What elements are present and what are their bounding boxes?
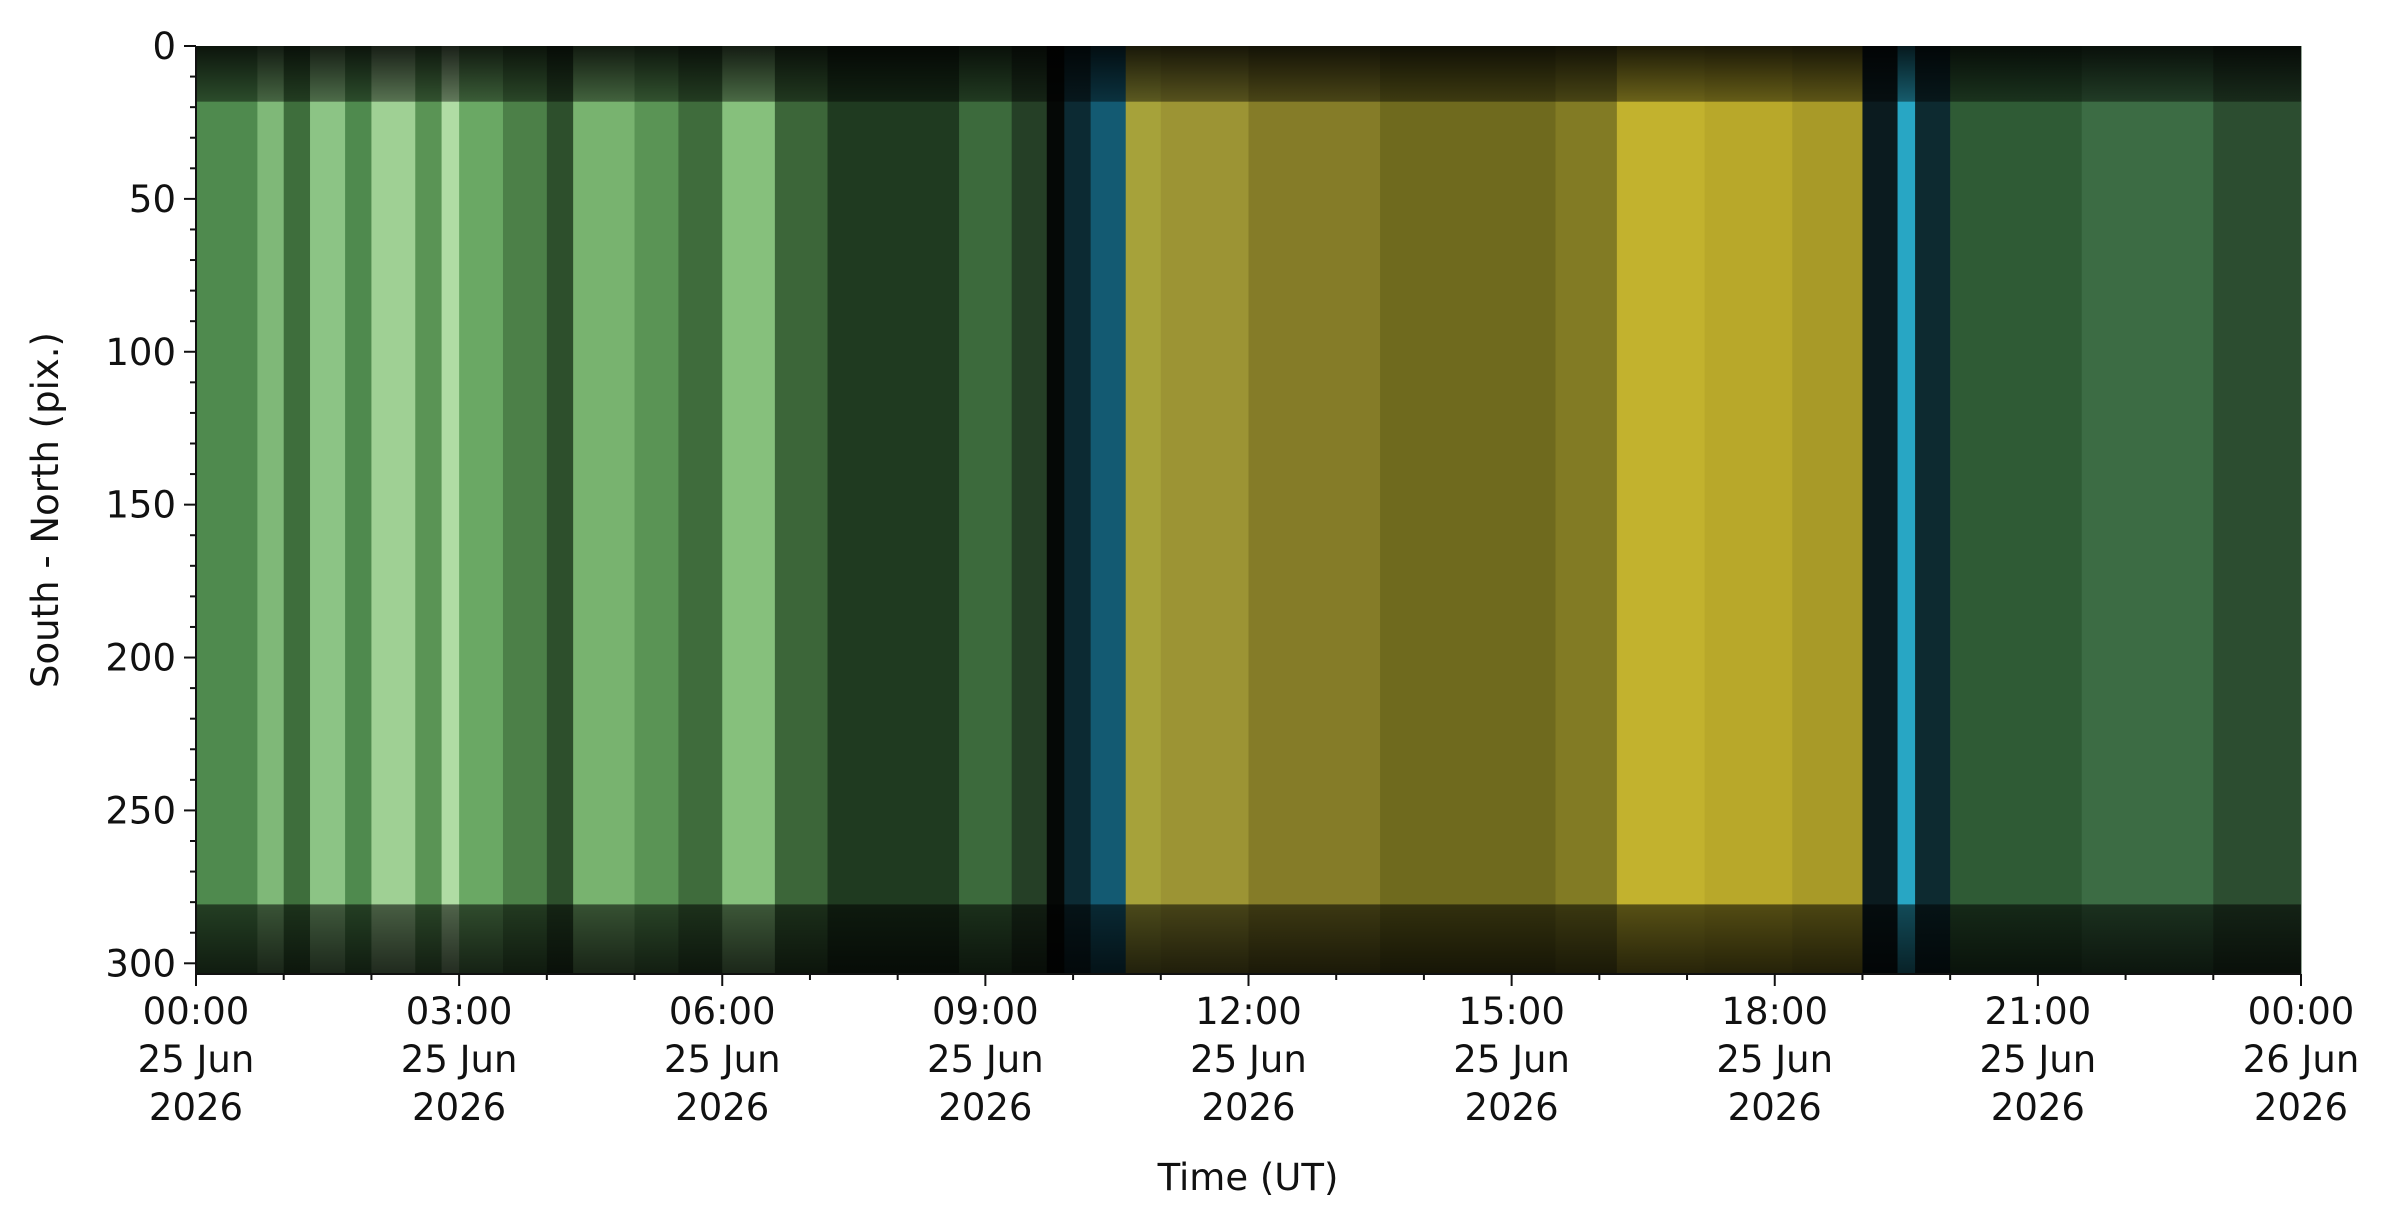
keogram-column [502,46,548,974]
y-tick-label: 50 [129,178,176,221]
keogram-column [546,46,574,974]
keogram-column [371,46,416,974]
x-tick-label-line: 25 Jun [401,1038,518,1081]
keogram-column [1380,46,1556,974]
keogram-column [1792,46,1863,974]
x-axis-label: Time (UT) [1157,1156,1339,1199]
keogram-column [1160,46,1249,974]
x-tick-label-line: 2026 [1465,1086,1559,1129]
y-tick-label: 200 [105,637,176,680]
x-tick-label-line: 25 Jun [1716,1038,1833,1081]
x-tick-label-line: 15:00 [1458,990,1565,1033]
x-tick-label-line: 25 Jun [664,1038,781,1081]
x-tick-label-line: 2026 [1991,1086,2085,1129]
x-tick-label-line: 2026 [1201,1086,1295,1129]
x-tick-label-line: 2026 [1728,1086,1822,1129]
x-tick-label: 09:00 25 Jun 2026 [927,990,1044,1129]
keogram-column [415,46,443,974]
x-tick-label: 00:00 25 Jun 2026 [138,990,255,1129]
x-tick-label-line: 26 Jun [2243,1038,2360,1081]
keogram-column [459,46,504,974]
keogram-column [441,46,460,974]
x-tick-label-line: 2026 [2254,1086,2348,1129]
keogram-column [1915,46,1951,974]
y-tick-label: 0 [152,25,176,68]
keogram-column [1950,46,2083,974]
keogram-column [722,46,776,974]
keogram-column [283,46,311,974]
keogram-column [1046,46,1065,974]
keogram-column [345,46,372,974]
x-tick-label: 03:00 25 Jun 2026 [401,990,518,1129]
x-tick-label-line: 09:00 [932,990,1039,1033]
x-tick-label-line: 25 Jun [1453,1038,1570,1081]
keogram-column [1555,46,1618,974]
x-tick-label-line: 25 Jun [927,1038,1044,1081]
y-tick-label: 300 [105,942,176,985]
x-tick-label: 00:00 26 Jun 2026 [2243,990,2360,1129]
keogram-column [196,46,258,974]
y-tick-label: 250 [105,789,176,832]
y-tick-label: 100 [105,331,176,374]
top-shade [196,46,2301,102]
x-tick-label: 18:00 25 Jun 2026 [1716,990,1833,1129]
x-tick-label: 21:00 25 Jun 2026 [1980,990,2097,1129]
keogram-column [257,46,285,974]
keogram-column [2081,46,2214,974]
x-tick-label-line: 25 Jun [1980,1038,2097,1081]
x-tick-label-line: 25 Jun [138,1038,255,1081]
keogram-column [827,46,960,974]
keogram-column [634,46,679,974]
x-tick-label-line: 03:00 [406,990,513,1033]
x-tick-label-line: 2026 [412,1086,506,1129]
keogram-column [678,46,723,974]
keogram-image [196,46,2302,974]
x-tick-label-line: 06:00 [669,990,776,1033]
keogram-column [774,46,828,974]
y-tick-label: 150 [105,484,176,527]
keogram-column [1011,46,1048,974]
keogram-column [959,46,1013,974]
x-tick-label: 15:00 25 Jun 2026 [1453,990,1570,1129]
x-tick-label-line: 00:00 [2248,990,2355,1033]
keogram-column [310,46,346,974]
keogram-column [1090,46,1127,974]
keogram-column [1064,46,1092,974]
bottom-shade [196,904,2301,974]
shading [196,46,2301,974]
keogram-column [1248,46,1381,974]
x-tick-label-line: 21:00 [1985,990,2092,1033]
keogram-column [1616,46,1706,974]
x-tick-label-line: 2026 [675,1086,769,1129]
x-tick-label-line: 25 Jun [1190,1038,1307,1081]
y-axis-label: South - North (pix.) [24,332,67,688]
x-tick-label: 12:00 25 Jun 2026 [1190,990,1307,1129]
x-tick-label-line: 00:00 [143,990,250,1033]
keogram-column [2213,46,2302,974]
keogram-column [1862,46,1899,974]
keogram-column [573,46,636,974]
x-tick-label-line: 18:00 [1721,990,1828,1033]
x-tick-label: 06:00 25 Jun 2026 [664,990,781,1129]
x-tick-label-line: 2026 [938,1086,1032,1129]
x-tick-label-line: 2026 [149,1086,243,1129]
keogram-column [1897,46,1916,974]
keogram-column [1704,46,1793,974]
x-tick-label-line: 12:00 [1195,990,1302,1033]
keogram-column [1125,46,1162,974]
axes: 0 50 100 150 200 250 300 00:00 25 Jun 2026 03:00 25… [105,25,2359,1129]
